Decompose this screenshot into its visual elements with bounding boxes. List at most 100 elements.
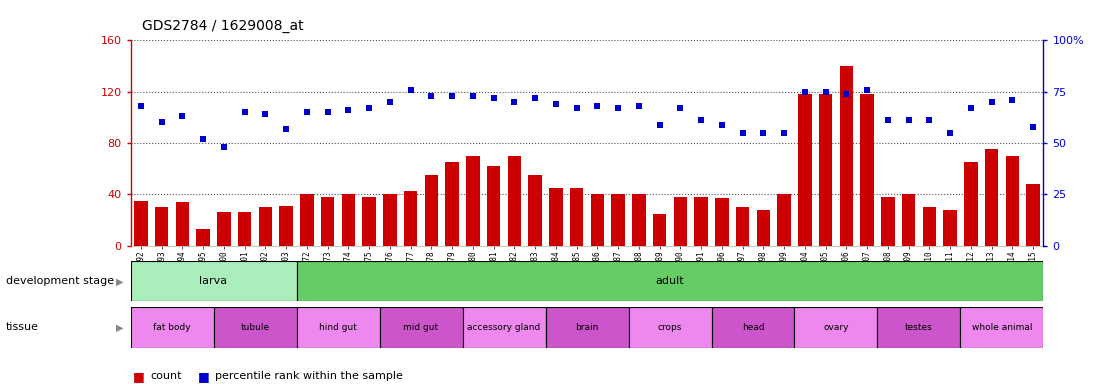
Bar	[300, 194, 314, 246]
Bar	[363, 197, 376, 246]
Point	[1003, 97, 1021, 103]
Bar	[715, 198, 729, 246]
Point	[941, 130, 959, 136]
Bar	[425, 175, 439, 246]
Point	[381, 99, 398, 105]
Point	[298, 109, 316, 115]
Bar	[570, 188, 584, 246]
Bar	[902, 194, 915, 246]
Text: mid gut: mid gut	[404, 323, 439, 332]
Point	[754, 130, 772, 136]
Point	[506, 99, 523, 105]
Text: larva: larva	[200, 276, 228, 286]
Bar	[839, 66, 853, 246]
Bar	[528, 175, 542, 246]
Point	[257, 111, 275, 118]
Bar	[297, 261, 1043, 301]
Point	[983, 99, 1001, 105]
Text: ovary: ovary	[824, 323, 849, 332]
Bar	[819, 94, 833, 246]
Text: accessory gland: accessory gland	[468, 323, 540, 332]
Text: hind gut: hind gut	[319, 323, 357, 332]
Point	[215, 144, 233, 150]
Bar	[923, 207, 936, 246]
Bar	[757, 210, 770, 246]
Point	[651, 121, 668, 127]
Bar	[213, 307, 297, 348]
Bar	[877, 307, 961, 348]
Bar	[612, 194, 625, 246]
Point	[194, 136, 212, 142]
Point	[132, 103, 150, 109]
Point	[360, 105, 378, 111]
Text: tubule: tubule	[240, 323, 270, 332]
Bar	[341, 194, 355, 246]
Bar	[943, 210, 956, 246]
Bar	[155, 207, 169, 246]
Point	[319, 109, 337, 115]
Point	[629, 103, 647, 109]
Bar	[383, 194, 396, 246]
Bar	[196, 229, 210, 246]
Point	[547, 101, 565, 107]
Bar	[1006, 156, 1019, 246]
Point	[692, 118, 710, 124]
Text: GDS2784 / 1629008_at: GDS2784 / 1629008_at	[142, 19, 304, 33]
Point	[796, 89, 814, 95]
Text: ▶: ▶	[116, 276, 123, 286]
Point	[817, 89, 835, 95]
Bar	[961, 307, 1043, 348]
Bar	[379, 307, 462, 348]
Point	[858, 86, 876, 93]
Text: tissue: tissue	[6, 322, 39, 333]
Text: adult: adult	[656, 276, 684, 286]
Text: fat body: fat body	[153, 323, 191, 332]
Point	[153, 119, 171, 126]
Point	[464, 93, 482, 99]
Text: development stage: development stage	[6, 276, 114, 286]
Point	[837, 91, 855, 97]
Bar	[882, 197, 895, 246]
Bar	[546, 307, 628, 348]
Point	[402, 86, 420, 93]
Bar	[860, 94, 874, 246]
Text: brain: brain	[576, 323, 598, 332]
Point	[962, 105, 980, 111]
Point	[339, 107, 357, 113]
Bar	[1027, 184, 1040, 246]
Point	[588, 103, 606, 109]
Bar	[653, 214, 666, 246]
Bar	[279, 206, 292, 246]
Bar	[964, 162, 978, 246]
Bar	[259, 207, 272, 246]
Text: ■: ■	[133, 370, 145, 383]
Bar	[238, 212, 251, 246]
Text: whole animal: whole animal	[972, 323, 1032, 332]
Text: crops: crops	[657, 323, 682, 332]
Point	[173, 113, 191, 119]
Bar	[735, 207, 749, 246]
Bar	[778, 194, 791, 246]
Point	[609, 105, 627, 111]
Bar	[632, 194, 646, 246]
Point	[921, 118, 939, 124]
Point	[879, 118, 897, 124]
Bar	[694, 197, 708, 246]
Bar	[674, 197, 687, 246]
Text: ■: ■	[198, 370, 210, 383]
Text: ▶: ▶	[116, 322, 123, 333]
Bar	[798, 94, 811, 246]
Point	[443, 93, 461, 99]
Bar	[445, 162, 459, 246]
Text: head: head	[742, 323, 764, 332]
Text: percentile rank within the sample: percentile rank within the sample	[215, 371, 403, 381]
Bar	[175, 202, 190, 246]
Point	[527, 95, 545, 101]
Bar	[508, 156, 521, 246]
Point	[899, 118, 917, 124]
Text: count: count	[151, 371, 182, 381]
Point	[235, 109, 253, 115]
Point	[568, 105, 586, 111]
Bar	[549, 188, 562, 246]
Text: testes: testes	[905, 323, 933, 332]
